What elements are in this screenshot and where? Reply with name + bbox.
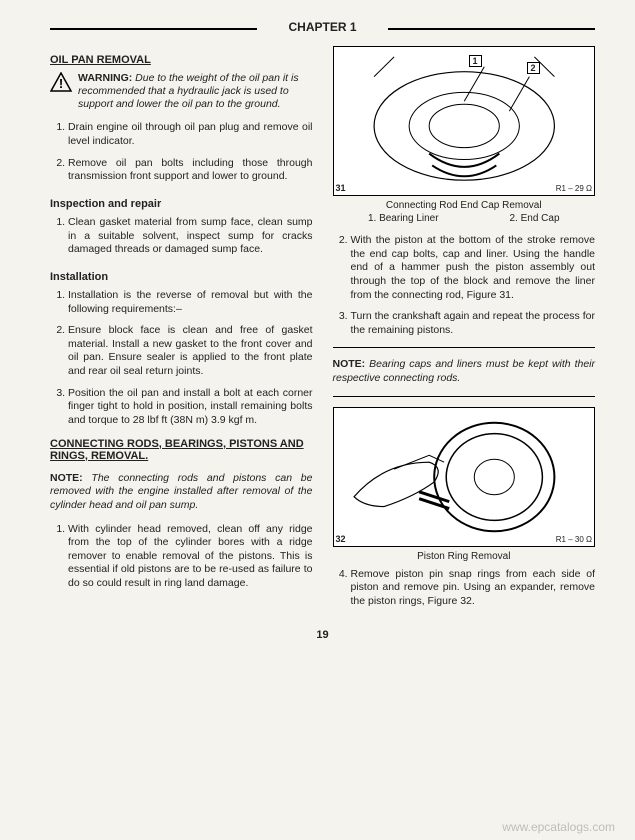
svg-text:!: ! (59, 76, 63, 91)
list-item: Drain engine oil through oil pan plug an… (68, 121, 313, 148)
figure-number: 32 (336, 534, 346, 544)
list-item: With cylinder head removed, clean off an… (68, 523, 313, 591)
heading-connecting-rods: CONNECTING RODS, BEARINGS, PISTONS AND R… (50, 438, 313, 462)
note-text: Bearing caps and liners must be kept wit… (333, 358, 596, 384)
heading-oil-pan-removal: OIL PAN REMOVAL (50, 54, 313, 66)
note-block: NOTE: The connecting rods and pistons ca… (50, 472, 313, 513)
callout-1: 1 (469, 55, 482, 67)
note-label: NOTE: (333, 358, 366, 370)
warning-label: WARNING: (78, 72, 132, 84)
list-item: Remove oil pan bolts including those thr… (68, 157, 313, 184)
figure-code: R1 – 30 Ω (556, 535, 592, 544)
subcaption-2: 2. End Cap (509, 213, 559, 224)
warning-block: ! WARNING: Due to the weight of the oil … (50, 72, 313, 111)
right-steps-a: With the piston at the bottom of the str… (333, 234, 596, 337)
note-label: NOTE: (50, 472, 83, 484)
figure-32: 32 R1 – 30 Ω (333, 407, 596, 547)
removal-steps: Drain engine oil through oil pan plug an… (50, 121, 313, 184)
figure-number: 31 (336, 183, 346, 193)
callout-2: 2 (527, 62, 540, 74)
list-item: Clean gasket material from sump face, cl… (68, 216, 313, 257)
left-column: OIL PAN REMOVAL ! WARNING: Due to the we… (50, 46, 313, 619)
list-item: Ensure block face is clean and free of g… (68, 324, 313, 379)
figure-code: R1 – 29 Ω (556, 184, 592, 193)
list-item: Position the oil pan and install a bolt … (68, 387, 313, 428)
figure-31: 1 2 31 R1 – 29 Ω (333, 46, 596, 196)
warning-icon: ! (50, 72, 72, 111)
installation-steps: Installation is the reverse of removal b… (50, 289, 313, 428)
subcaption-1: 1. Bearing Liner (368, 213, 439, 224)
chapter-title: CHAPTER 1 (280, 20, 364, 34)
list-item: Installation is the reverse of removal b… (68, 289, 313, 316)
right-column: 1 2 31 R1 – 29 Ω Connecting Rod End Cap … (333, 46, 596, 619)
figure-31-caption: Connecting Rod End Cap Removal (333, 200, 596, 211)
divider (333, 347, 596, 348)
inspection-steps: Clean gasket material from sump face, cl… (50, 216, 313, 257)
heading-installation: Installation (50, 271, 313, 283)
list-item: Turn the crankshaft again and repeat the… (351, 310, 596, 337)
note-block-2: NOTE: Bearing caps and liners must be ke… (333, 358, 596, 385)
watermark: www.epcatalogs.com (502, 820, 615, 834)
divider (333, 396, 596, 397)
page-number: 19 (50, 629, 595, 641)
list-item: With the piston at the bottom of the str… (351, 234, 596, 302)
conrod-steps: With cylinder head removed, clean off an… (50, 523, 313, 591)
figure-31-subcaptions: 1. Bearing Liner 2. End Cap (333, 213, 596, 224)
right-steps-b: Remove piston pin snap rings from each s… (333, 568, 596, 609)
list-item: Remove piston pin snap rings from each s… (351, 568, 596, 609)
note-text: The connecting rods and pistons can be r… (50, 472, 313, 511)
figure-32-caption: Piston Ring Removal (333, 551, 596, 562)
heading-inspection: Inspection and repair (50, 198, 313, 210)
